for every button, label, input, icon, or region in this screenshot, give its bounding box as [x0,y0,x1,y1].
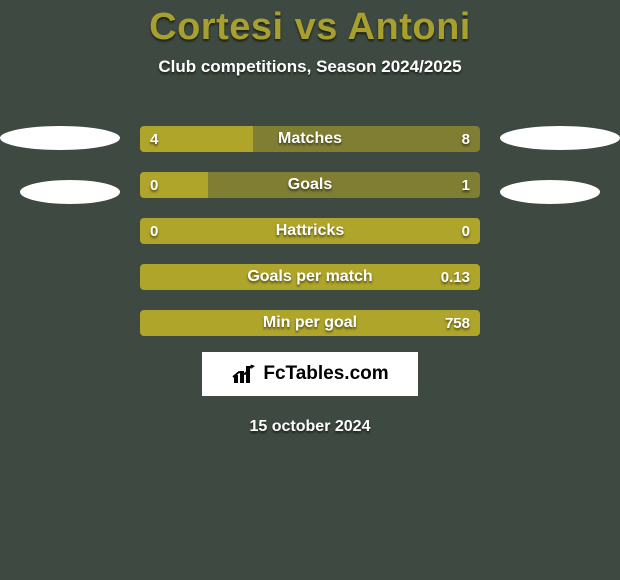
bar-left-value: 0 [150,172,158,198]
logo-text: FcTables.com [263,363,388,385]
bar-label: Goals per match [140,264,480,290]
bar-row-4: Min per goal758 [140,310,480,336]
bar-row-3: Goals per match0.13 [140,264,480,290]
right-ellipse-0 [500,126,620,150]
bar-right-value: 0.13 [441,264,470,290]
bar-right-value: 758 [445,310,470,336]
bar-left-value: 0 [150,218,158,244]
bar-left-value: 4 [150,126,158,152]
bar-label: Goals [140,172,480,198]
chart-icon [231,363,257,385]
bar-right-value: 8 [462,126,470,152]
bar-right-value: 1 [462,172,470,198]
bar-row-2: Hattricks0 0 [140,218,480,244]
fctables-logo: FcTables.com [202,352,418,396]
bar-label: Matches [140,126,480,152]
bar-label: Min per goal [140,310,480,336]
bar-row-1: Goals0 1 [140,172,480,198]
left-ellipse-1 [20,180,120,204]
infographic-root: Cortesi vs Antoni Club competitions, Sea… [0,0,620,580]
page-title: Cortesi vs Antoni [0,0,620,49]
bar-right-value: 0 [462,218,470,244]
left-ellipse-0 [0,126,120,150]
bar-label: Hattricks [140,218,480,244]
date-label: 15 october 2024 [0,418,620,436]
subtitle: Club competitions, Season 2024/2025 [0,57,620,77]
right-ellipse-1 [500,180,600,204]
bar-row-0: Matches4 8 [140,126,480,152]
